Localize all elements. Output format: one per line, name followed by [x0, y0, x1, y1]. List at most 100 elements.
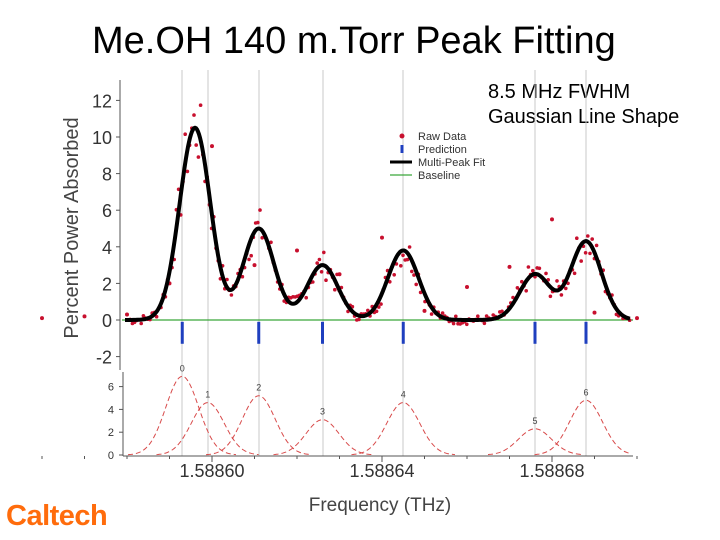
y-tick-label: 8 [102, 165, 112, 185]
raw-data-point [269, 240, 273, 245]
component-curve-1 [156, 402, 259, 456]
raw-data-point [524, 289, 528, 293]
x-axis-label: Frequency (THz) [309, 495, 452, 516]
slide-title: Me.OH 140 m.Torr Peak Fitting [92, 20, 616, 62]
raw-data-point [154, 314, 159, 319]
component-curves: 0 1 2 3 4 5 6 [127, 363, 630, 456]
component-label: 0 [180, 363, 185, 373]
raw-data-point [315, 261, 320, 265]
raw-data-point [594, 243, 599, 248]
x-tick-label: 1.58864 [349, 461, 414, 481]
peak-guide-lines [181, 70, 587, 456]
raw-data-point [295, 248, 299, 253]
raw-data-point [185, 169, 190, 174]
raw-data-point [192, 113, 196, 117]
raw-data-point [550, 217, 554, 222]
component-label: 3 [320, 407, 325, 417]
raw-data-point [635, 316, 639, 321]
main-y-ticks: 12 10 8 6 4 2 0 -2 [92, 91, 120, 368]
raw-data-point [564, 286, 568, 291]
y-tick-label: 6 [102, 201, 112, 221]
raw-data-point [141, 314, 146, 318]
raw-data-point [366, 308, 370, 313]
component-curve-4 [351, 402, 456, 456]
raw-data-point [592, 310, 597, 315]
y-axis-label: Percent Power Absorbed [61, 117, 83, 338]
raw-data-point [357, 317, 361, 322]
raw-data-point [380, 235, 384, 240]
raw-data-point [125, 312, 129, 317]
raw-data-point [247, 257, 251, 262]
y-tick-label: 10 [92, 128, 112, 148]
y-tick-label: 12 [92, 91, 112, 111]
raw-data-point [590, 237, 594, 241]
raw-data-point [139, 321, 143, 326]
raw-data-point [407, 245, 412, 249]
raw-data-point [82, 314, 87, 319]
raw-data-point [583, 251, 588, 255]
component-curve-6 [534, 399, 630, 456]
component-curve-2 [205, 395, 312, 456]
lower-y-tick-label: 0 [108, 450, 114, 462]
legend-raw-marker [399, 133, 405, 139]
caltech-logo: Caltech [6, 500, 108, 532]
x-ticks: 1.58860 1.58864 1.58868 [41, 456, 638, 481]
raw-data-point [333, 287, 337, 292]
prediction-sticks [180, 321, 588, 344]
raw-data-point [412, 273, 416, 277]
raw-data-point [451, 321, 456, 326]
x-tick-label: 1.58860 [179, 461, 244, 481]
raw-data-point [520, 279, 524, 284]
y-tick-label: 0 [102, 311, 112, 331]
raw-data-point [465, 322, 469, 327]
raw-data-point [194, 143, 198, 147]
raw-data-point [410, 269, 414, 274]
legend-label: Prediction [418, 144, 467, 156]
raw-data-point [405, 257, 410, 262]
raw-data-point [311, 280, 315, 284]
raw-data-point [322, 250, 326, 255]
raw-data-point [579, 259, 583, 263]
component-curve-3 [273, 419, 373, 456]
raw-data-point [392, 273, 397, 277]
raw-data-point [240, 274, 245, 279]
raw-data-point [198, 103, 203, 107]
raw-data-point [252, 263, 257, 268]
x-tick-label: 1.58868 [519, 461, 584, 481]
raw-data-point [526, 265, 531, 269]
raw-data-point [374, 309, 379, 314]
linewidth-note: 8.5 MHz FWHM [488, 81, 631, 103]
raw-data-point [465, 285, 469, 290]
raw-data-point [255, 220, 260, 225]
main-plot: 12 10 8 6 4 2 0 -2 Percent Power Absorbed [40, 80, 639, 370]
raw-data-point [482, 321, 487, 326]
fit-annotation: 8.5 MHz FWHM Gaussian Line Shape [488, 80, 679, 130]
component-label: 4 [401, 390, 406, 400]
raw-data-point [304, 295, 309, 300]
lower-y-ticks: 6 4 2 0 [108, 382, 123, 462]
raw-data-point [414, 282, 419, 287]
lower-y-tick-label: 2 [108, 427, 114, 439]
raw-data-point [476, 314, 480, 319]
raw-data-point [575, 236, 579, 240]
raw-data-point [319, 270, 324, 274]
raw-data-point [440, 311, 445, 315]
y-tick-label: -2 [96, 348, 112, 368]
component-plot: 6 4 2 0 0 1 2 3 4 5 6 1.58860 1.58864 1.58868 Frequ… [41, 363, 638, 516]
component-label: 5 [532, 416, 537, 426]
raw-data-point [586, 234, 590, 238]
raw-data-point [401, 253, 405, 258]
component-label: 6 [583, 387, 588, 397]
legend-label: Raw Data [418, 131, 467, 143]
raw-data-point [531, 268, 535, 273]
multi-peak-fit-line [125, 125, 631, 322]
raw-data-point [429, 312, 434, 316]
raw-data-point [559, 293, 564, 297]
raw-data-point [399, 264, 403, 268]
legend-label: Multi-Peak Fit [418, 157, 485, 169]
component-label: 2 [256, 383, 261, 393]
raw-data-point [537, 266, 542, 271]
raw-data-point [379, 302, 383, 306]
raw-data-point [572, 271, 577, 276]
